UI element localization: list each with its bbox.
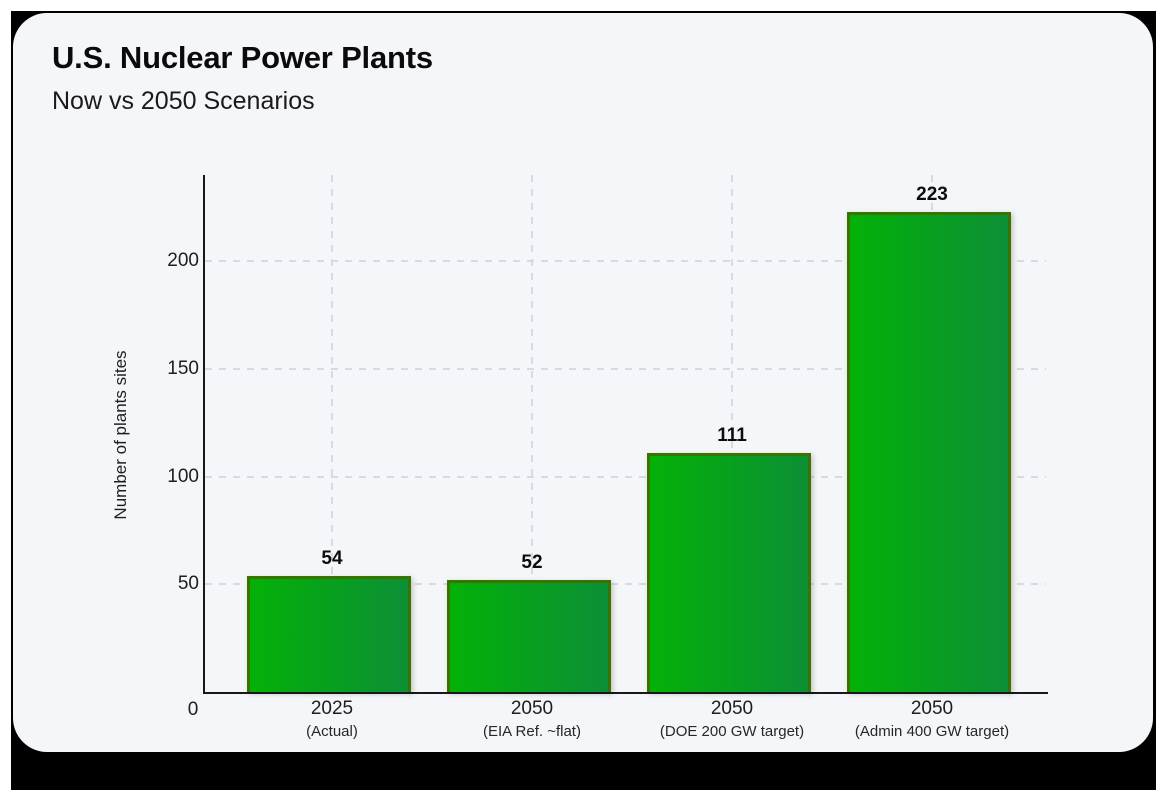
chart-card: U.S. Nuclear Power Plants Now vs 2050 Sc… xyxy=(13,13,1153,752)
bar xyxy=(247,575,411,692)
gridline-horizontal xyxy=(205,475,1046,478)
y-axis-line xyxy=(203,175,205,694)
gridline-vertical xyxy=(531,175,533,692)
x-tick-label-scenario: (EIA Ref. ~flat) xyxy=(483,723,581,740)
bar xyxy=(647,452,811,692)
bar-value-label: 52 xyxy=(521,551,543,573)
gridline-horizontal xyxy=(205,583,1046,586)
bar-value-label: 54 xyxy=(321,547,343,569)
x-tick-label-year: 2050 xyxy=(910,698,954,719)
x-tick-label-year: 2025 xyxy=(310,698,354,719)
gridline-vertical xyxy=(331,175,333,692)
gridline-vertical xyxy=(731,175,733,692)
x-tick-label-scenario: (Actual) xyxy=(306,723,358,740)
y-tick-label-zero: 0 xyxy=(187,699,199,720)
x-tick-label: 2025 (Actual) xyxy=(202,697,462,742)
x-tick-label: 2050 (DOE 200 GW target) xyxy=(602,697,862,742)
bar-value-label: 223 xyxy=(916,183,948,205)
bar xyxy=(847,211,1011,692)
gridline-horizontal xyxy=(205,367,1046,370)
x-tick-label: 2050 (EIA Ref. ~flat) xyxy=(402,697,662,742)
x-tick-label-scenario: (DOE 200 GW target) xyxy=(659,723,805,740)
x-tick-label-year: 2050 xyxy=(710,698,754,719)
chart-subtitle: Now vs 2050 Scenarios xyxy=(52,87,315,115)
plot-area: 54 52 111 223 xyxy=(205,175,1046,692)
x-tick-label-scenario: (Admin 400 GW target) xyxy=(854,723,1010,740)
gridline-horizontal xyxy=(205,260,1046,263)
y-tick-label: 150 xyxy=(167,357,199,379)
x-tick-label-year: 2050 xyxy=(510,698,554,719)
x-tick-label: 2050 (Admin 400 GW target) xyxy=(802,697,1062,742)
y-tick-label: 100 xyxy=(167,465,199,487)
y-tick-label: 50 xyxy=(177,573,199,595)
x-axis-line xyxy=(203,692,1048,694)
bar xyxy=(447,579,611,692)
chart-title: U.S. Nuclear Power Plants xyxy=(52,40,433,75)
y-tick-label: 200 xyxy=(167,250,199,272)
bar-value-label: 111 xyxy=(717,424,747,446)
